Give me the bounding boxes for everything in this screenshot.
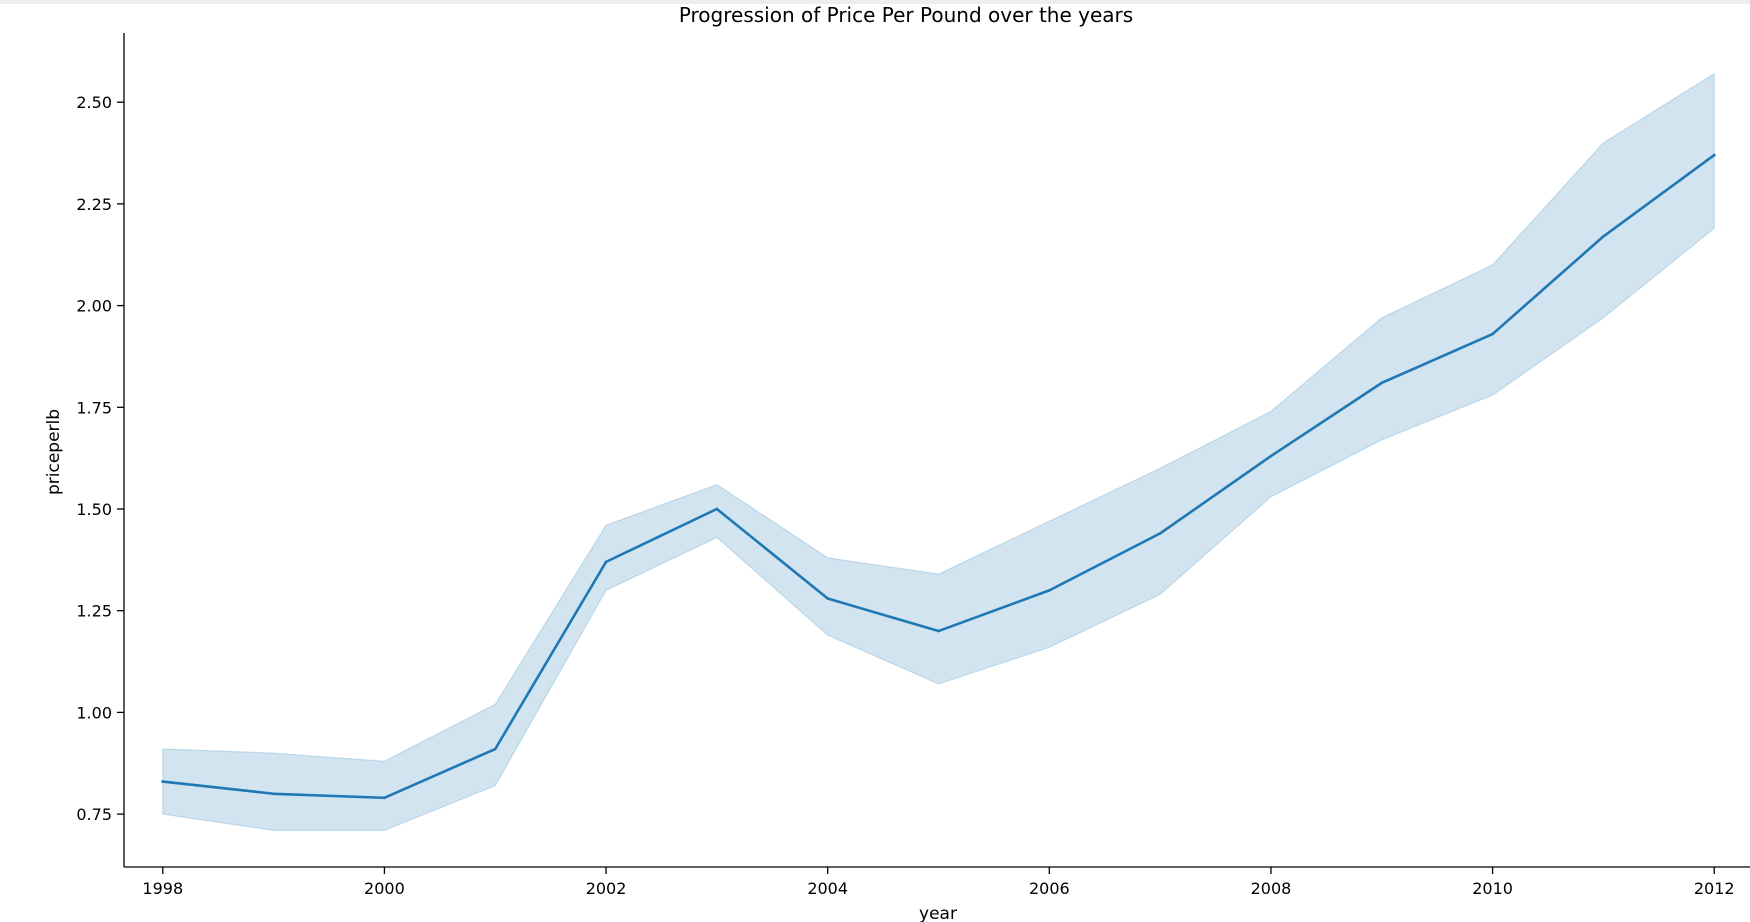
y-axis-ticks: 0.75 1.00 1.25 1.50 1.75 2.00 2.25 2.50	[76, 93, 124, 824]
data-point	[937, 629, 940, 633]
x-tick-label: 2006	[1029, 879, 1070, 898]
top-border	[0, 0, 1750, 4]
x-axis-label: year	[919, 904, 957, 922]
data-point	[1602, 235, 1605, 238]
y-tick-label: 2.50	[76, 93, 112, 112]
x-tick-label: 2008	[1251, 879, 1292, 898]
data-point	[161, 780, 165, 783]
y-tick-label: 2.25	[76, 195, 112, 214]
data-point	[1712, 153, 1716, 157]
x-axis-ticks: 1998 2000 2002 2004 2006 2008 2010 2012	[142, 867, 1735, 898]
data-point	[1380, 381, 1384, 385]
y-tick-label: 1.50	[76, 500, 112, 519]
y-tick-label: 1.25	[76, 602, 112, 621]
data-point	[1048, 589, 1051, 592]
data-point	[715, 507, 719, 511]
data-point	[1491, 332, 1494, 336]
y-tick-label: 1.00	[76, 703, 112, 722]
data-point	[604, 560, 608, 564]
data-point	[826, 597, 829, 600]
plot-area	[161, 72, 1717, 831]
y-tick-label: 1.75	[76, 398, 112, 417]
x-tick-label: 1998	[142, 879, 183, 898]
x-tick-label: 2012	[1694, 879, 1735, 898]
chart-title: Progression of Price Per Pound over the …	[679, 3, 1133, 27]
data-point	[383, 796, 386, 800]
y-tick-label: 0.75	[76, 805, 112, 824]
data-point	[493, 747, 497, 751]
x-tick-label: 2004	[807, 879, 848, 898]
x-tick-label: 2000	[364, 879, 405, 898]
x-tick-label: 2010	[1472, 879, 1513, 898]
y-tick-label: 2.00	[76, 297, 112, 316]
y-axis-label: priceperlb	[44, 409, 64, 495]
series-line	[161, 153, 1717, 800]
data-point	[1158, 532, 1162, 535]
confidence-band	[162, 72, 1715, 831]
data-point	[1269, 454, 1273, 458]
x-tick-label: 2002	[586, 879, 627, 898]
data-point	[272, 792, 275, 796]
